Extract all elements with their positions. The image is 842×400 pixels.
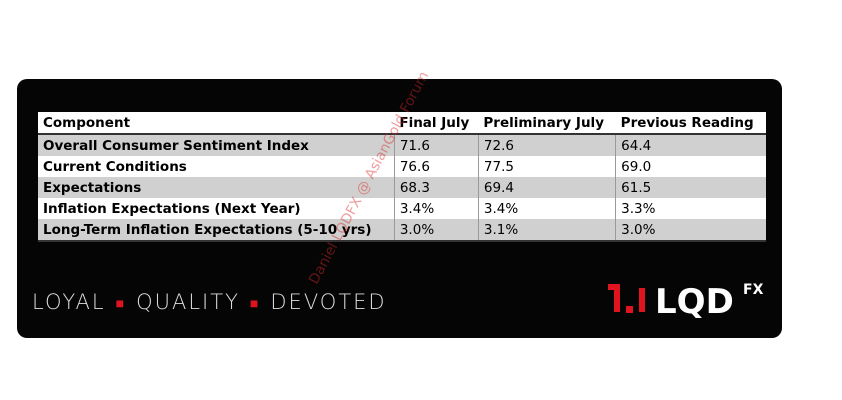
header-cell: Final July	[394, 112, 479, 135]
tagline-word: QUALITY	[136, 290, 240, 314]
table-cell: 72.6	[477, 134, 616, 156]
table-cell: Current Conditions	[43, 158, 187, 175]
table-row: Expectations 68.3 69.4 61.5	[38, 177, 766, 198]
table-cell: Overall Consumer Sentiment Index	[38, 134, 395, 156]
table-cell: Expectations	[38, 177, 395, 198]
logo-name: LQD	[655, 282, 734, 322]
table-row: Inflation Expectations (Next Year) 3.4% 3.…	[38, 198, 766, 219]
table-cell: 68.3	[393, 177, 479, 198]
table-cell: Inflation Expectations (Next Year)	[43, 200, 301, 217]
tagline-word: DEVOTED	[270, 290, 387, 314]
header-cell: Component	[38, 112, 395, 135]
table-cell: 71.6	[393, 134, 479, 156]
separator-dot: ■	[249, 295, 261, 312]
table-cell: 3.4%	[393, 198, 479, 219]
table-cell: Long-Term Inflation Expectations (5-10 y…	[38, 219, 395, 242]
logo-icon	[608, 284, 645, 313]
table-cell: 76.6	[393, 156, 479, 177]
logo-suffix: FX	[743, 282, 764, 298]
tagline: LOYAL ■ QUALITY ■ DEVOTED	[32, 290, 387, 314]
table-row: Overall Consumer Sentiment Index 71.6 72.6…	[38, 134, 766, 156]
tagline-word: LOYAL	[32, 290, 106, 314]
header-row: Component Final July Preliminary July Previ…	[38, 112, 766, 135]
table-cell: 3.4%	[477, 198, 616, 219]
separator-dot: ■	[115, 295, 127, 312]
table-cell: 3.1%	[477, 219, 616, 242]
table-cell: 3.3%	[615, 198, 766, 219]
table-row: Long-Term Inflation Expectations (5-10 y…	[38, 219, 766, 242]
header-cell: Preliminary July	[478, 112, 616, 135]
table-cell: 64.4	[615, 134, 766, 156]
table-cell: 69.4	[477, 177, 616, 198]
header-cell: Previous Reading	[615, 112, 766, 135]
table-row: Current Conditions 76.6 77.5 69.0	[38, 156, 766, 177]
table-cell: 69.0	[615, 156, 766, 177]
table-cell: 77.5	[477, 156, 616, 177]
table-cell: 3.0%	[393, 219, 479, 242]
table-cell: 3.0%	[615, 219, 766, 242]
data-table: Component Final July Preliminary July Previ…	[38, 112, 766, 242]
table-cell: 61.5	[615, 177, 766, 198]
